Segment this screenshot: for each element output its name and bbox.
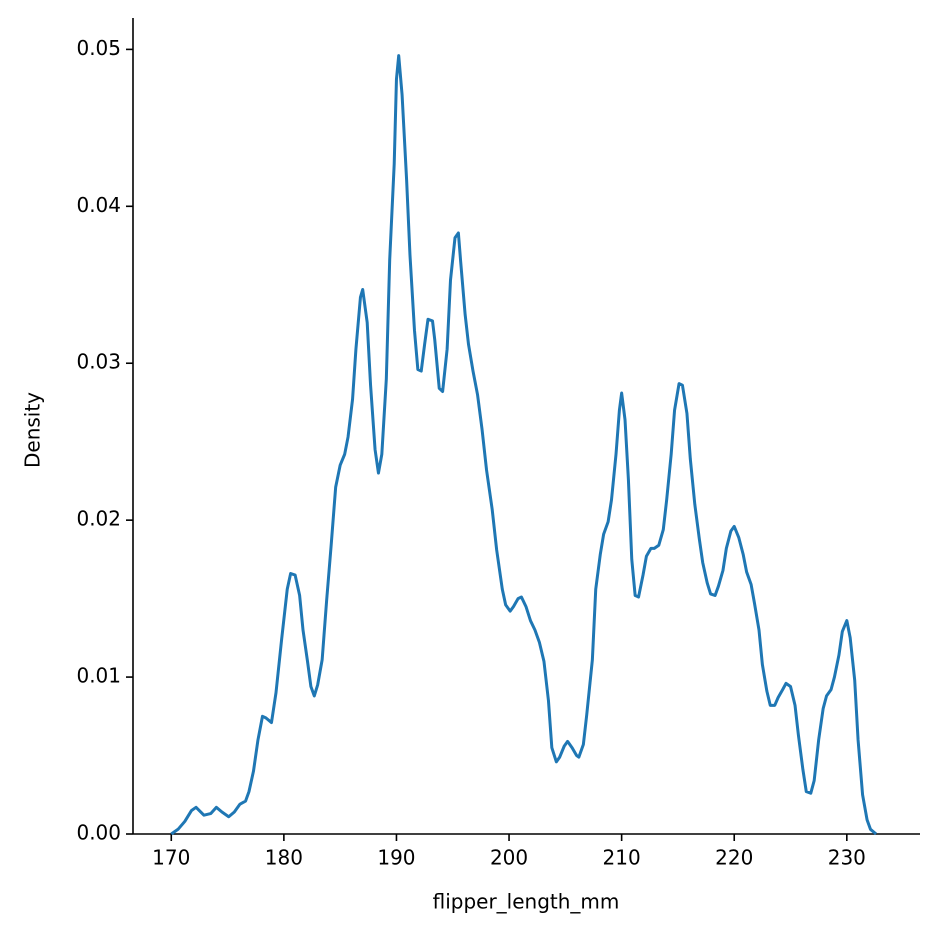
y-tick-label: 0.04 [76,193,121,217]
x-tick-label: 210 [603,846,641,870]
y-tick-label: 0.00 [76,821,121,845]
x-axis-label: flipper_length_mm [433,890,620,914]
x-tick-label: 230 [828,846,866,870]
x-tick-label: 220 [715,846,753,870]
x-tick-label: 170 [152,846,190,870]
y-tick-label: 0.01 [76,664,121,688]
x-tick-label: 180 [265,846,303,870]
y-tick-label: 0.03 [76,350,121,374]
density-line [170,54,878,836]
y-tick-label: 0.05 [76,36,121,60]
y-tick-label: 0.02 [76,507,121,531]
y-axis-label: Density [21,392,45,468]
x-tick-label: 200 [490,846,528,870]
x-tick-label: 190 [377,846,415,870]
